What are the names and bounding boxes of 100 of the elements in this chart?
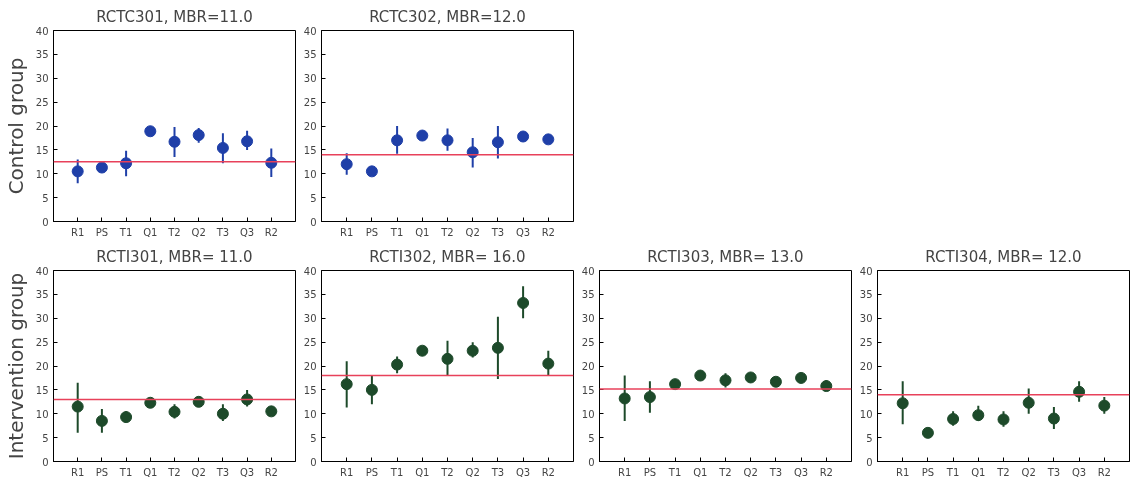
x-tick-label: T2	[167, 226, 181, 238]
chart-title: RCTI301, MBR= 11.0	[96, 247, 253, 266]
y-tick-label: 20	[303, 121, 317, 132]
chart-title: RCTC301, MBR=11.0	[96, 7, 253, 26]
x-tick-label: R2	[541, 226, 555, 238]
y-tick-label: 20	[303, 361, 317, 372]
y-tick-label: 5	[42, 192, 49, 204]
y-tick-label: 15	[303, 384, 317, 396]
y-tick-label: 35	[581, 289, 595, 301]
x-tick-label: R1	[71, 226, 85, 238]
y-tick-label: 25	[581, 337, 595, 349]
y-axis-title: Control group	[3, 57, 28, 195]
x-tick-label: T1	[945, 466, 960, 478]
y-tick-label: 0	[310, 216, 317, 228]
y-tick-label: 20	[581, 361, 595, 372]
x-tick-label: Q2	[191, 226, 206, 238]
x-tick-label: T2	[996, 466, 1010, 478]
chart-title: RCTI304, MBR= 12.0	[925, 247, 1082, 266]
y-tick-label: 10	[859, 408, 873, 420]
x-tick-label: T1	[118, 466, 133, 478]
y-tick-label: 20	[35, 361, 49, 372]
x-tick-label: Q1	[415, 466, 430, 478]
x-tick-label: R1	[340, 466, 354, 478]
y-tick-label: 20	[35, 121, 49, 132]
x-tick-label: R1	[71, 466, 85, 478]
x-tick-label: T3	[490, 466, 505, 478]
y-tick-label: 35	[35, 49, 49, 61]
x-tick-label: T1	[667, 466, 682, 478]
y-tick-label: 10	[581, 408, 595, 420]
x-tick-label: Q2	[465, 466, 480, 478]
x-tick-label: Q2	[743, 466, 758, 478]
x-tick-label: T2	[167, 466, 181, 478]
x-tick-label: R1	[618, 466, 632, 478]
y-tick-label: 15	[35, 384, 49, 396]
x-tick-label: Q1	[415, 226, 430, 238]
y-tick-label: 30	[35, 313, 49, 325]
x-tick-label: PS	[95, 466, 109, 478]
y-tick-label: 25	[303, 97, 317, 109]
x-tick-label: Q2	[191, 466, 206, 478]
y-tick-label: 30	[581, 313, 595, 325]
x-tick-label: Q1	[971, 466, 986, 478]
x-tick-label: Q2	[1021, 466, 1036, 478]
y-tick-label: 35	[303, 289, 317, 301]
y-tick-label: 40	[303, 265, 317, 277]
y-tick-label: 10	[35, 408, 49, 420]
y-tick-label: 40	[581, 265, 595, 277]
x-tick-label: PS	[365, 226, 379, 238]
y-tick-label: 0	[588, 456, 595, 468]
x-tick-label: Q1	[143, 466, 158, 478]
y-tick-label: 15	[859, 384, 873, 396]
x-tick-label: R2	[264, 466, 278, 478]
x-tick-label: T2	[718, 466, 732, 478]
y-tick-label: 10	[303, 408, 317, 420]
x-tick-label: R2	[1097, 466, 1111, 478]
y-tick-label: 35	[35, 289, 49, 301]
x-tick-label: R2	[264, 226, 278, 238]
x-tick-label: Q3	[239, 226, 255, 238]
x-tick-label: T3	[215, 466, 230, 478]
y-tick-label: 5	[310, 432, 317, 444]
y-tick-label: 0	[42, 216, 49, 228]
x-tick-label: T3	[768, 466, 783, 478]
y-tick-label: 40	[859, 265, 873, 277]
y-tick-label: 35	[303, 49, 317, 61]
y-tick-label: 5	[42, 432, 49, 444]
x-tick-label: T2	[440, 466, 454, 478]
chart-title: RCTI302, MBR= 16.0	[369, 247, 526, 266]
x-tick-label: T3	[1046, 466, 1061, 478]
y-tick-label: 5	[310, 192, 317, 204]
y-tick-label: 30	[303, 73, 317, 85]
x-tick-label: PS	[643, 466, 657, 478]
x-tick-label: Q3	[1071, 466, 1087, 478]
y-tick-label: 5	[588, 432, 595, 444]
y-tick-label: 40	[35, 25, 49, 37]
y-tick-label: 15	[35, 144, 49, 156]
x-tick-label: T1	[118, 226, 133, 238]
x-tick-label: T3	[215, 226, 230, 238]
y-tick-label: 25	[35, 97, 49, 109]
y-tick-label: 25	[859, 337, 873, 349]
y-tick-label: 10	[35, 168, 49, 180]
y-tick-label: 15	[581, 384, 595, 396]
y-tick-label: 30	[303, 313, 317, 325]
x-tick-label: Q1	[143, 226, 158, 238]
y-axis-title: Intervention group	[3, 272, 28, 460]
y-tick-label: 20	[859, 361, 873, 372]
x-tick-label: Q2	[465, 226, 480, 238]
chart-title: RCTI303, MBR= 13.0	[647, 247, 804, 266]
x-tick-label: Q3	[239, 466, 255, 478]
x-tick-label: T1	[389, 226, 404, 238]
x-tick-label: R2	[819, 466, 833, 478]
x-tick-label: R1	[896, 466, 910, 478]
y-tick-label: 30	[35, 73, 49, 85]
y-tick-label: 5	[866, 432, 873, 444]
y-tick-label: 0	[310, 456, 317, 468]
y-tick-label: 40	[303, 25, 317, 37]
y-tick-label: 10	[303, 168, 317, 180]
y-tick-label: 40	[35, 265, 49, 277]
x-tick-label: Q3	[793, 466, 809, 478]
x-tick-label: T3	[490, 226, 505, 238]
x-tick-label: Q1	[693, 466, 708, 478]
x-tick-label: Q3	[515, 226, 531, 238]
